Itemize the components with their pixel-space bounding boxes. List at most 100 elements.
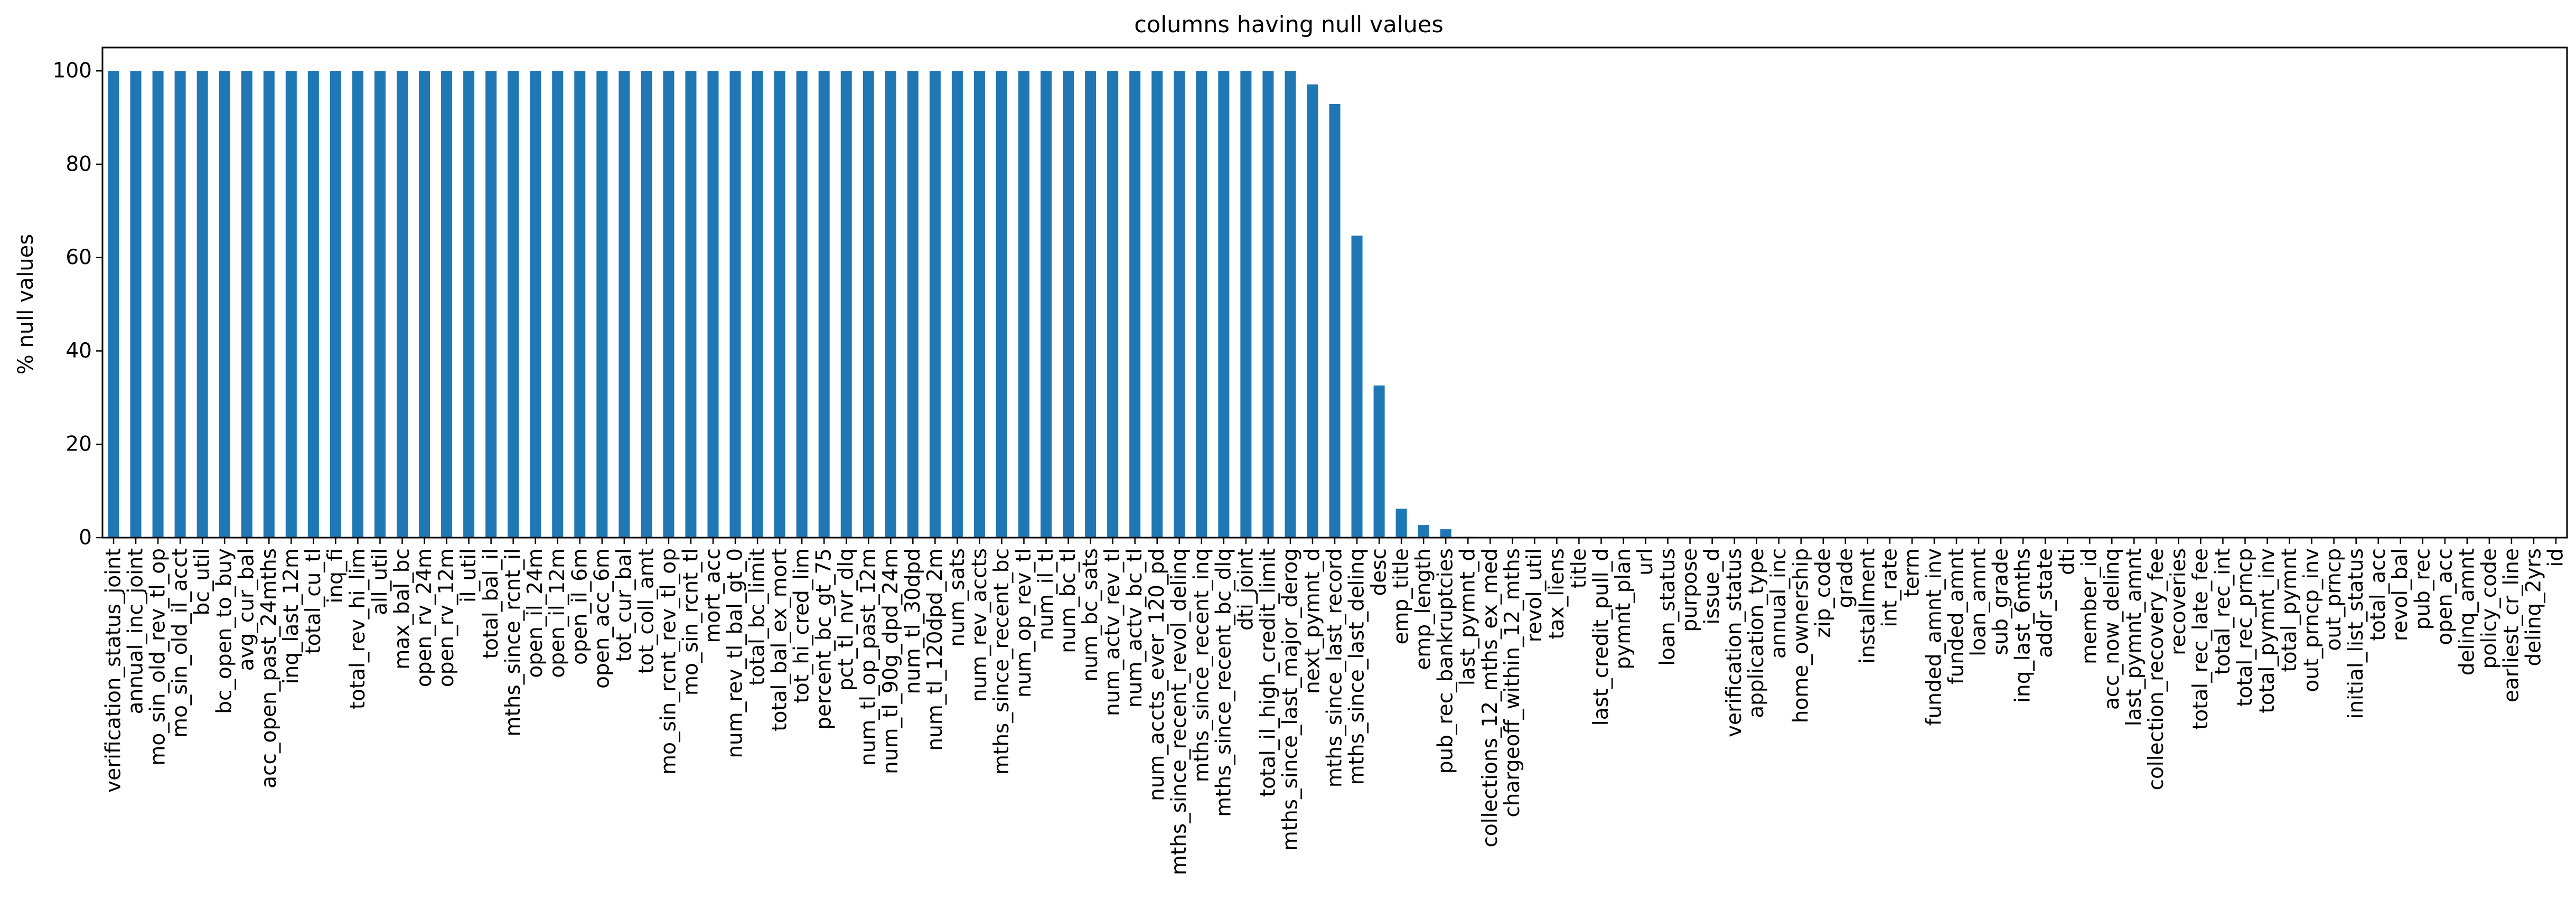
- bar: [1329, 104, 1340, 538]
- bar: [685, 71, 696, 538]
- x-tick-label: verification_status_joint: [102, 548, 126, 793]
- bar: [508, 71, 519, 538]
- x-tick-label: chargeoff_within_12_mths: [1501, 548, 1524, 818]
- x-tick-label: num_sats: [945, 548, 969, 647]
- x-tick-label: recoveries: [2167, 548, 2190, 655]
- x-tick-label: url: [1634, 548, 1657, 576]
- x-tick-label: revol_bal: [2388, 548, 2412, 641]
- x-tick-label: revol_util: [1523, 548, 1547, 642]
- x-tick-label: avg_cur_bal: [235, 548, 259, 671]
- x-tick-label: total_bal_ex_mort: [768, 548, 792, 731]
- x-tick-label: num_tl_op_past_12m: [857, 548, 880, 766]
- x-tick-label: tot_hi_cred_lim: [790, 548, 814, 703]
- x-tick-label: verification_status: [1722, 548, 1746, 737]
- bar: [1307, 85, 1318, 538]
- bar: [308, 71, 319, 538]
- x-tick-label: mths_since_last_major_derog: [1278, 548, 1302, 851]
- bar: [819, 71, 830, 538]
- x-tick-label: dti: [2056, 548, 2079, 575]
- bar: [1440, 529, 1451, 538]
- x-tick-label: mths_since_recent_bc: [990, 548, 1014, 775]
- x-tick-label: delinq_2yrs: [2522, 548, 2545, 666]
- x-tick-label: tot_coll_amt: [634, 548, 658, 674]
- x-tick-label: inq_fi: [324, 548, 348, 603]
- x-tick-label: acc_open_past_24mths: [257, 548, 281, 788]
- x-tick-label: open_acc: [2433, 548, 2457, 645]
- bar: [397, 71, 408, 538]
- bar: [1218, 71, 1229, 538]
- x-tick-label: desc: [1367, 548, 1391, 596]
- x-tick-label: loan_status: [1656, 548, 1680, 666]
- x-tick-label: grade: [1833, 548, 1857, 608]
- bar: [108, 71, 119, 538]
- x-tick-label: open_acc_6m: [590, 548, 614, 689]
- x-tick-label: earliest_cr_line: [2499, 548, 2523, 702]
- x-tick-label: title: [1567, 548, 1591, 588]
- bar: [1041, 71, 1052, 538]
- x-tick-label: annual_inc: [1767, 548, 1791, 659]
- x-tick-label: total_bal_il: [479, 548, 503, 659]
- bar: [1418, 525, 1429, 538]
- x-tick-label: annual_inc_joint: [124, 548, 148, 714]
- x-tick-label: num_rev_tl_bal_gt_0: [724, 548, 747, 758]
- x-tick-label: open_il_12m: [546, 548, 569, 678]
- x-tick-label: policy_code: [2477, 548, 2501, 669]
- x-tick-label: total_rec_prncp: [2233, 548, 2257, 707]
- y-tick-label: 100: [53, 59, 92, 83]
- x-tick-label: delinq_amnt: [2455, 548, 2479, 675]
- x-tick-label: mths_since_rcnt_il: [501, 548, 525, 736]
- x-tick-label: last_pymnt_d: [1456, 548, 1480, 686]
- bar: [219, 71, 230, 538]
- x-tick-label: application_type: [1745, 548, 1768, 718]
- x-tick-label: out_prncp_inv: [2300, 548, 2324, 692]
- x-tick-label: bc_open_to_buy: [213, 548, 237, 714]
- bar: [530, 71, 541, 538]
- x-tick-label: next_pymnt_d: [1300, 548, 1324, 694]
- chart-title: columns having null values: [1134, 12, 1444, 38]
- x-tick-group: verification_status_jointannual_inc_join…: [102, 538, 2568, 875]
- bar: [441, 71, 452, 538]
- bar: [996, 71, 1007, 538]
- x-tick-label: tot_cur_bal: [612, 548, 636, 662]
- x-tick-label: issue_d: [1700, 548, 1724, 624]
- y-tick-label: 60: [65, 246, 92, 269]
- x-tick-label: sub_grade: [1989, 548, 2013, 655]
- bar: [619, 71, 630, 538]
- y-tick-label: 20: [65, 433, 92, 456]
- x-tick-label: num_accts_ever_120_pd: [1145, 548, 1169, 801]
- x-tick-label: inq_last_12m: [279, 548, 303, 684]
- x-tick-label: mths_since_recent_revol_delinq: [1167, 548, 1191, 875]
- x-tick-label: id: [2544, 548, 2568, 567]
- x-tick-label: mo_sin_old_rev_tl_op: [146, 548, 170, 766]
- x-tick-label: total_pymnt: [2278, 548, 2301, 672]
- bar: [153, 71, 164, 538]
- x-tick-label: inq_last_6mths: [2011, 548, 2035, 703]
- x-tick-label: open_rv_24m: [413, 548, 436, 687]
- bar: [752, 71, 763, 538]
- x-tick-label: mths_since_recent_inq: [1189, 548, 1213, 782]
- x-tick-label: num_actv_rev_tl: [1101, 548, 1125, 716]
- bar: [1085, 71, 1096, 538]
- bar: [485, 71, 497, 538]
- bar: [596, 71, 607, 538]
- bar: [374, 71, 386, 538]
- x-tick-label: total_acc: [2366, 548, 2390, 641]
- x-tick-label: num_rev_accts: [968, 548, 991, 702]
- bar: [707, 71, 718, 538]
- x-tick-label: last_credit_pull_d: [1589, 548, 1613, 726]
- x-tick-label: dti_joint: [1234, 548, 1258, 631]
- x-tick-label: member_id: [2078, 548, 2102, 664]
- x-tick-label: term: [1900, 548, 1924, 597]
- bar: [175, 71, 186, 538]
- x-tick-label: emp_length: [1412, 548, 1436, 670]
- x-tick-label: num_op_rev_tl: [1012, 548, 1036, 698]
- bar: [730, 71, 741, 538]
- bar: [974, 71, 985, 538]
- bar: [197, 71, 208, 538]
- x-tick-label: installment: [1856, 548, 1879, 664]
- bar: [1174, 71, 1185, 538]
- bar: [907, 71, 919, 538]
- bar: [774, 71, 785, 538]
- bar: [1240, 71, 1251, 538]
